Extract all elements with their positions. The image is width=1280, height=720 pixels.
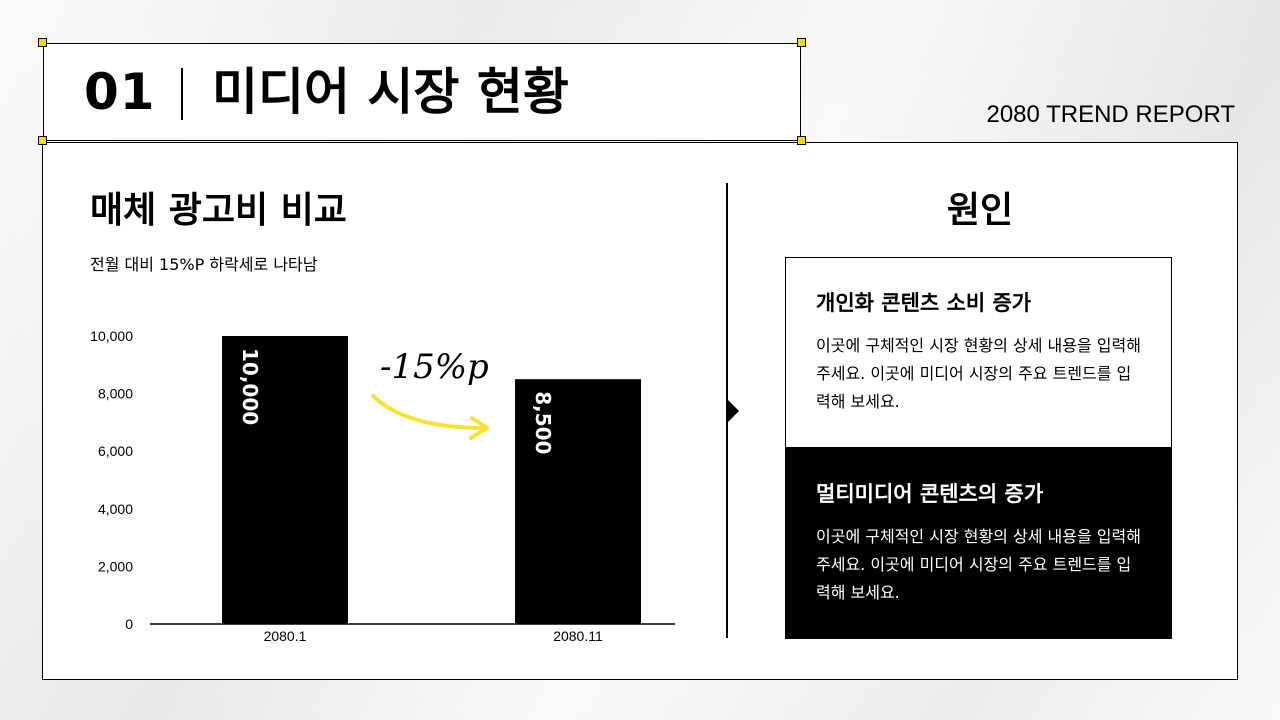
- cause-card-body: 이곳에 구체적인 시장 현황의 상세 내용을 입력해 주세요. 이곳에 미디어 …: [816, 336, 1141, 411]
- change-annotation: -15%p: [380, 347, 489, 387]
- bars: 10,000 8,500: [222, 336, 641, 624]
- y-tick-label: 10,000: [90, 328, 133, 344]
- bar: [515, 379, 641, 624]
- title-separator: [181, 68, 183, 120]
- bar: [222, 336, 348, 624]
- x-tick-label: 2080.1: [264, 628, 307, 644]
- trend-arrow-head: [469, 416, 489, 440]
- resize-handle-top-right[interactable]: [797, 38, 806, 47]
- cause-card-body: 이곳에 구체적인 시장 현황의 상세 내용을 입력해 주세요. 이곳에 미디어 …: [816, 527, 1141, 602]
- divider-arrow-icon: [727, 399, 739, 423]
- cause-card-2: 멀티미디어 콘텐츠의 증가 이곳에 구체적인 시장 현황의 상세 내용을 입력해…: [785, 448, 1172, 639]
- chart-section-title: 매체 광고비 비교: [90, 190, 347, 231]
- cause-card-1: 개인화 콘텐츠 소비 증가 이곳에 구체적인 시장 현황의 상세 내용을 입력해…: [785, 257, 1172, 448]
- resize-handle-bottom-right[interactable]: [797, 136, 806, 145]
- y-tick-label: 0: [125, 616, 133, 632]
- resize-handle-top-left[interactable]: [38, 38, 47, 47]
- cause-card-title: 개인화 콘텐츠 소비 증가: [816, 291, 1032, 315]
- chart-section-subtitle: 전월 대비 15%P 하락세로 나타남: [90, 255, 318, 274]
- report-brand: 2080 TREND REPORT: [986, 101, 1235, 128]
- causes-title: 원인: [946, 190, 1014, 231]
- y-tick-label: 8,000: [98, 386, 133, 402]
- section-number: 01: [84, 63, 156, 121]
- x-axis-ticks: 2080.1 2080.11: [264, 628, 603, 644]
- bar-value-label: 10,000: [238, 348, 262, 425]
- vertical-divider: [726, 183, 728, 638]
- bar-value-label: 8,500: [531, 391, 555, 454]
- y-axis-ticks: 0 2,000 4,000 6,000 8,000 10,000: [90, 328, 133, 632]
- trend-arrow: [371, 394, 486, 430]
- page-title: 미디어 시장 현황: [212, 63, 569, 121]
- title-box[interactable]: 01 미디어 시장 현황: [43, 43, 801, 141]
- cause-card-title: 멀티미디어 콘텐츠의 증가: [816, 482, 1044, 506]
- y-tick-label: 6,000: [98, 443, 133, 459]
- y-tick-label: 4,000: [98, 501, 133, 517]
- y-tick-label: 2,000: [98, 558, 133, 574]
- resize-handle-bottom-left[interactable]: [38, 136, 47, 145]
- x-tick-label: 2080.11: [553, 628, 603, 644]
